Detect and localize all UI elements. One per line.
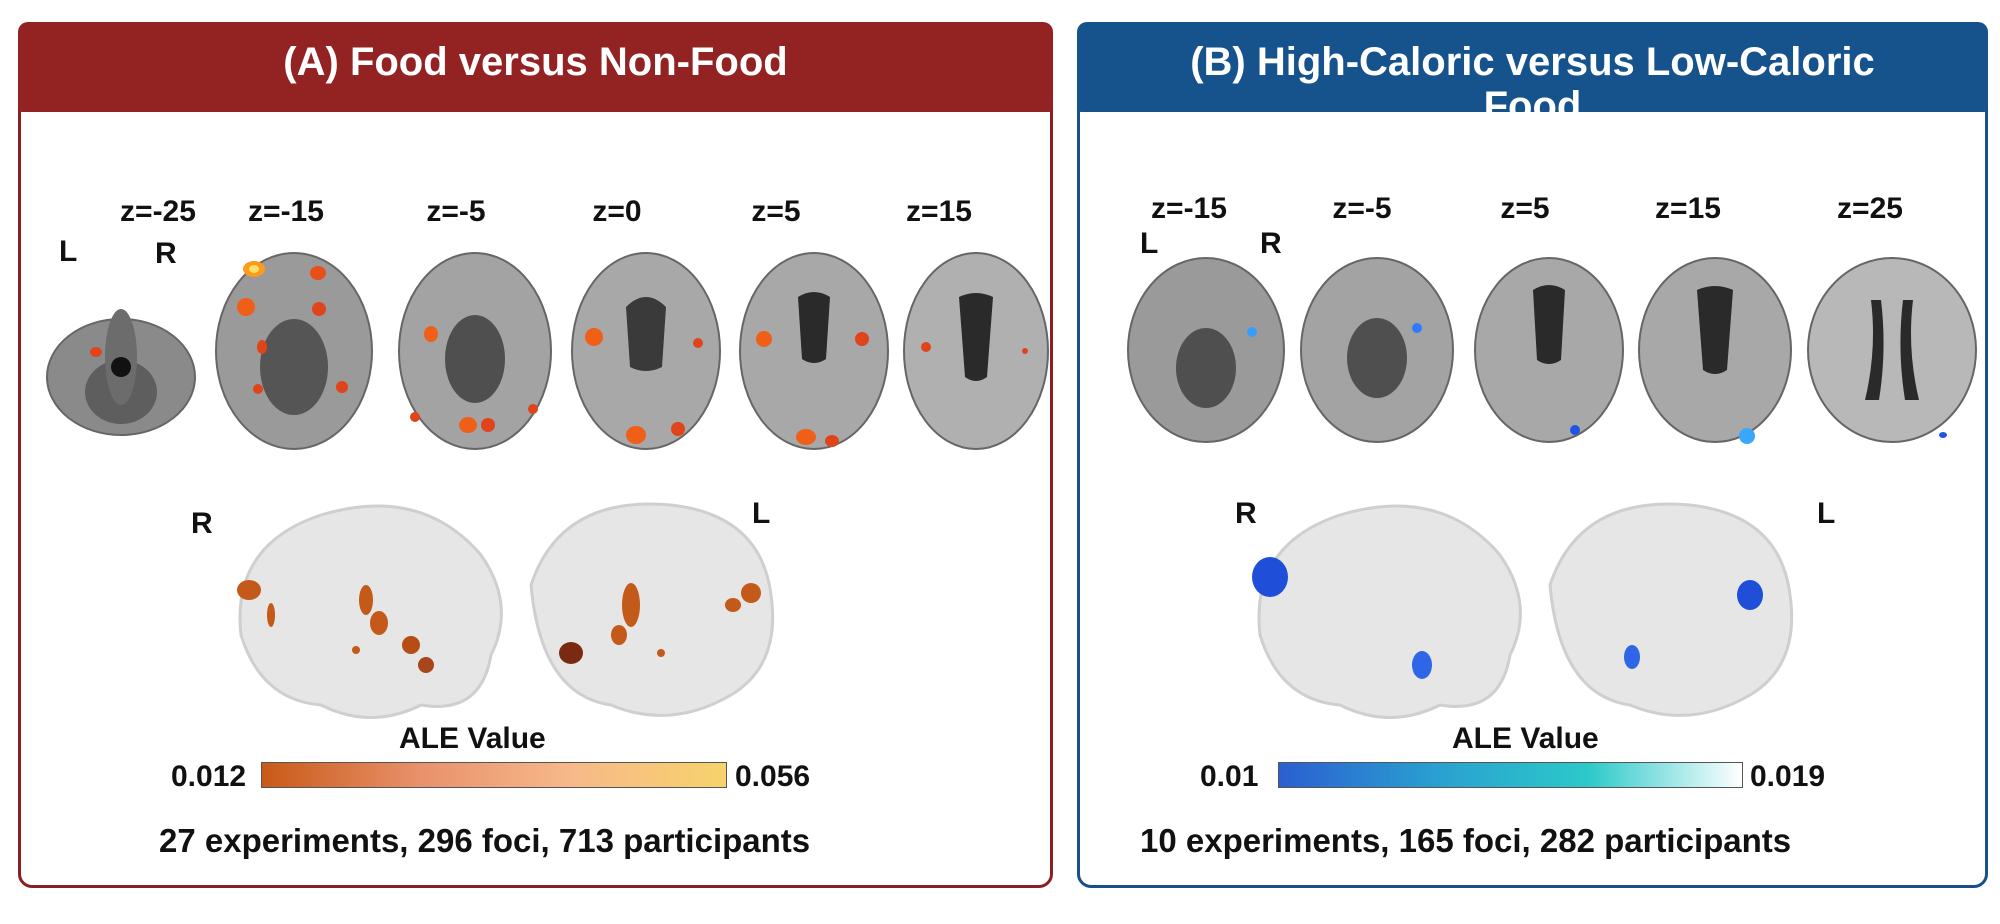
brain-render-left bbox=[1548, 502, 1794, 717]
brain-render-right bbox=[237, 504, 503, 719]
colorbar bbox=[261, 762, 727, 788]
axial-slice-image bbox=[1807, 257, 1977, 443]
colorbar bbox=[1278, 762, 1743, 788]
colorbar-min: 0.012 bbox=[171, 760, 247, 793]
panel-a-title: (A) Food versus Non-Food bbox=[18, 22, 1053, 112]
axial-slice-image bbox=[571, 252, 721, 450]
slice-label: z=-5 bbox=[426, 195, 486, 228]
slice-label: z=-15 bbox=[1151, 192, 1227, 225]
axial-slice-image bbox=[398, 252, 552, 450]
render-right-marker: R bbox=[1235, 497, 1257, 530]
panel-b-title: (B) High-Caloric versus Low-Caloric Food bbox=[1077, 22, 1988, 112]
render-right-marker: R bbox=[191, 507, 213, 540]
slice-label: z=25 bbox=[1837, 192, 1903, 225]
slice-label: z=-25 bbox=[120, 195, 196, 228]
colorbar-title: ALE Value bbox=[399, 722, 546, 755]
axial-slice-image bbox=[1638, 257, 1792, 444]
axial-right-marker: R bbox=[155, 237, 177, 270]
axial-left-marker: L bbox=[59, 235, 78, 268]
study-stats: 10 experiments, 165 foci, 282 participan… bbox=[1140, 822, 1792, 859]
slice-label: z=15 bbox=[1655, 192, 1721, 225]
axial-slice-image bbox=[215, 252, 373, 450]
colorbar-title: ALE Value bbox=[1452, 722, 1599, 755]
slice-label: z=-15 bbox=[248, 195, 324, 228]
slice-label: z=5 bbox=[1500, 192, 1550, 225]
slice-label: z=0 bbox=[592, 195, 642, 228]
colorbar-max: 0.056 bbox=[735, 760, 811, 793]
slice-label: z=5 bbox=[751, 195, 801, 228]
study-stats: 27 experiments, 296 foci, 713 participan… bbox=[159, 822, 811, 859]
colorbar-max: 0.019 bbox=[1750, 760, 1826, 793]
axial-left-marker: L bbox=[1140, 227, 1159, 260]
slice-label: z=-5 bbox=[1332, 192, 1392, 225]
panel-high-vs-low-caloric: (B) High-Caloric versus Low-Caloric Food… bbox=[1077, 22, 1988, 888]
slice-label: z=15 bbox=[906, 195, 972, 228]
axial-slice-image bbox=[1300, 257, 1454, 443]
axial-slice-image bbox=[46, 309, 196, 436]
axial-right-marker: R bbox=[1260, 227, 1282, 260]
render-left-marker: L bbox=[1817, 497, 1836, 530]
colorbar-min: 0.01 bbox=[1200, 760, 1259, 793]
axial-slice-image bbox=[739, 252, 889, 450]
brain-render-right bbox=[1252, 504, 1522, 719]
axial-slice-image bbox=[1127, 257, 1285, 443]
axial-slice-image bbox=[1474, 257, 1624, 443]
panel-food-vs-nonfood: (A) Food versus Non-Food z=-25 z=-15 z=-… bbox=[18, 22, 1053, 888]
render-left-marker: L bbox=[752, 497, 771, 530]
brain-render-left bbox=[529, 502, 775, 717]
axial-slice-image bbox=[903, 252, 1049, 450]
